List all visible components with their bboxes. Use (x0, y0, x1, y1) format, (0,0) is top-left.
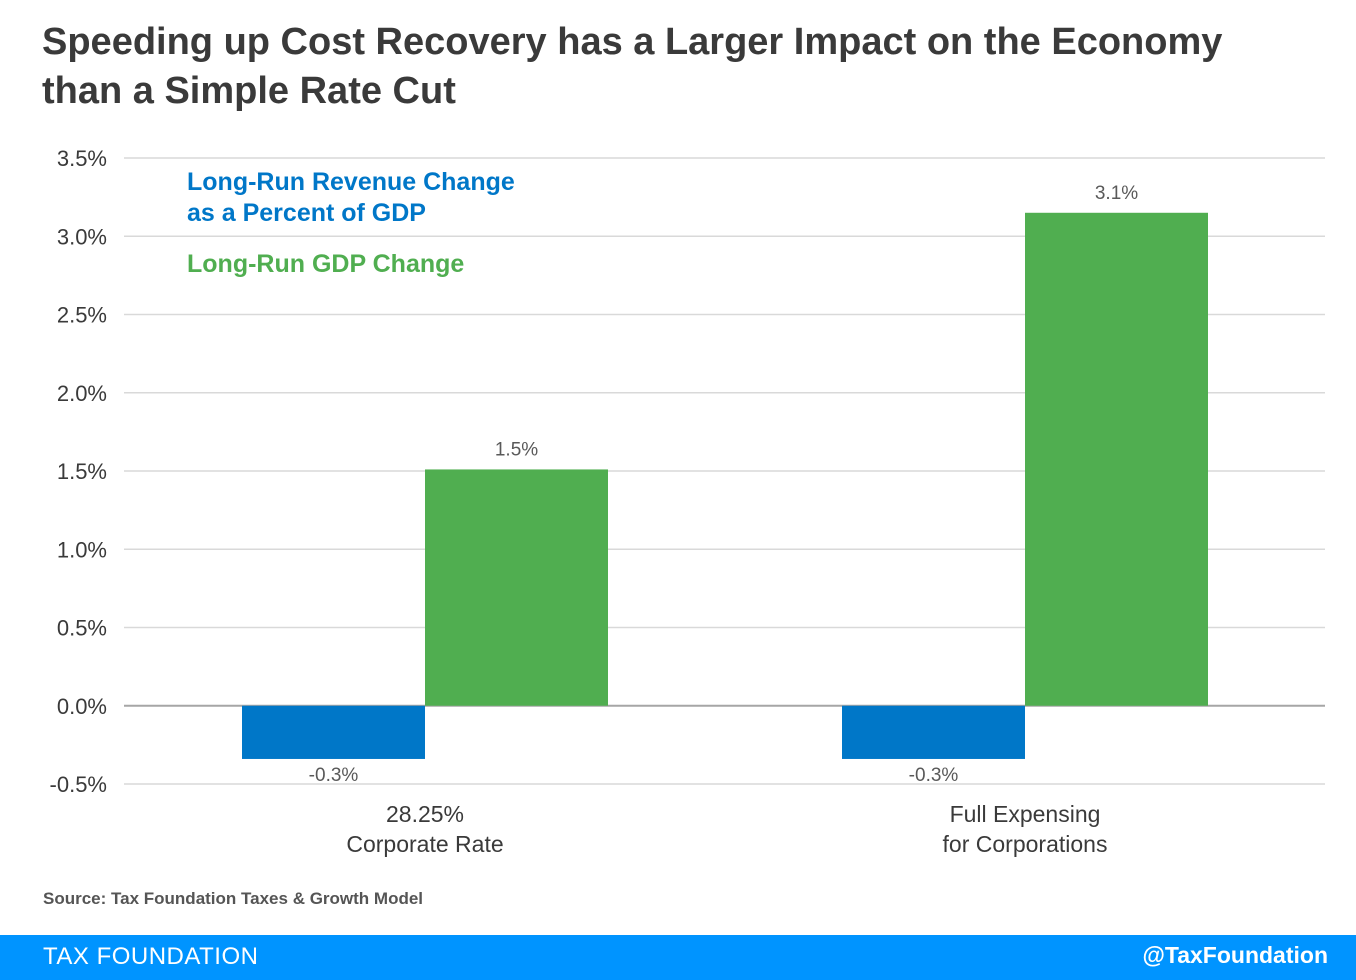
gdp-change-bar (425, 469, 608, 706)
x-category-label: 28.25% (386, 801, 464, 827)
footer-bar: TAX FOUNDATION @TaxFoundation (0, 935, 1356, 980)
x-category-label: for Corporations (943, 831, 1108, 857)
revenue-change-bar (842, 705, 1025, 759)
data-label: 1.5% (495, 439, 538, 460)
footer-handle: @TaxFoundation (1142, 942, 1328, 968)
y-tick-label: 3.0% (57, 224, 107, 249)
y-tick-label: 2.0% (57, 381, 107, 406)
chart-title: Speeding up Cost Recovery has a Larger I… (42, 18, 1312, 116)
y-tick-label: 1.5% (57, 459, 107, 484)
source-note: Source: Tax Foundation Taxes & Growth Mo… (43, 889, 424, 908)
data-label: -0.3% (309, 765, 359, 786)
y-tick-label: 0.5% (57, 616, 107, 641)
x-category-label: Corporate Rate (346, 831, 503, 857)
y-tick-label: -0.5% (50, 772, 107, 797)
y-tick-label: 1.0% (57, 537, 107, 562)
y-tick-label: 3.5% (57, 146, 107, 171)
chart-title-line-2: than a Simple Rate Cut (42, 70, 456, 112)
y-tick-label: 0.0% (57, 694, 107, 719)
legend-entry: Long-Run GDP Change (187, 250, 464, 278)
legend-entry: Long-Run Revenue Change (187, 168, 515, 196)
legend-entry: as a Percent of GDP (187, 199, 426, 227)
revenue-change-bar (242, 705, 425, 759)
gdp-change-bar (1025, 212, 1208, 706)
x-category-label: Full Expensing (950, 801, 1101, 827)
data-label: 3.1% (1095, 183, 1138, 204)
footer-brand: TAX FOUNDATION (43, 943, 259, 970)
chart-title-line-1: Speeding up Cost Recovery has a Larger I… (42, 21, 1223, 63)
y-tick-label: 2.5% (57, 303, 107, 328)
data-label: -0.3% (909, 765, 959, 786)
